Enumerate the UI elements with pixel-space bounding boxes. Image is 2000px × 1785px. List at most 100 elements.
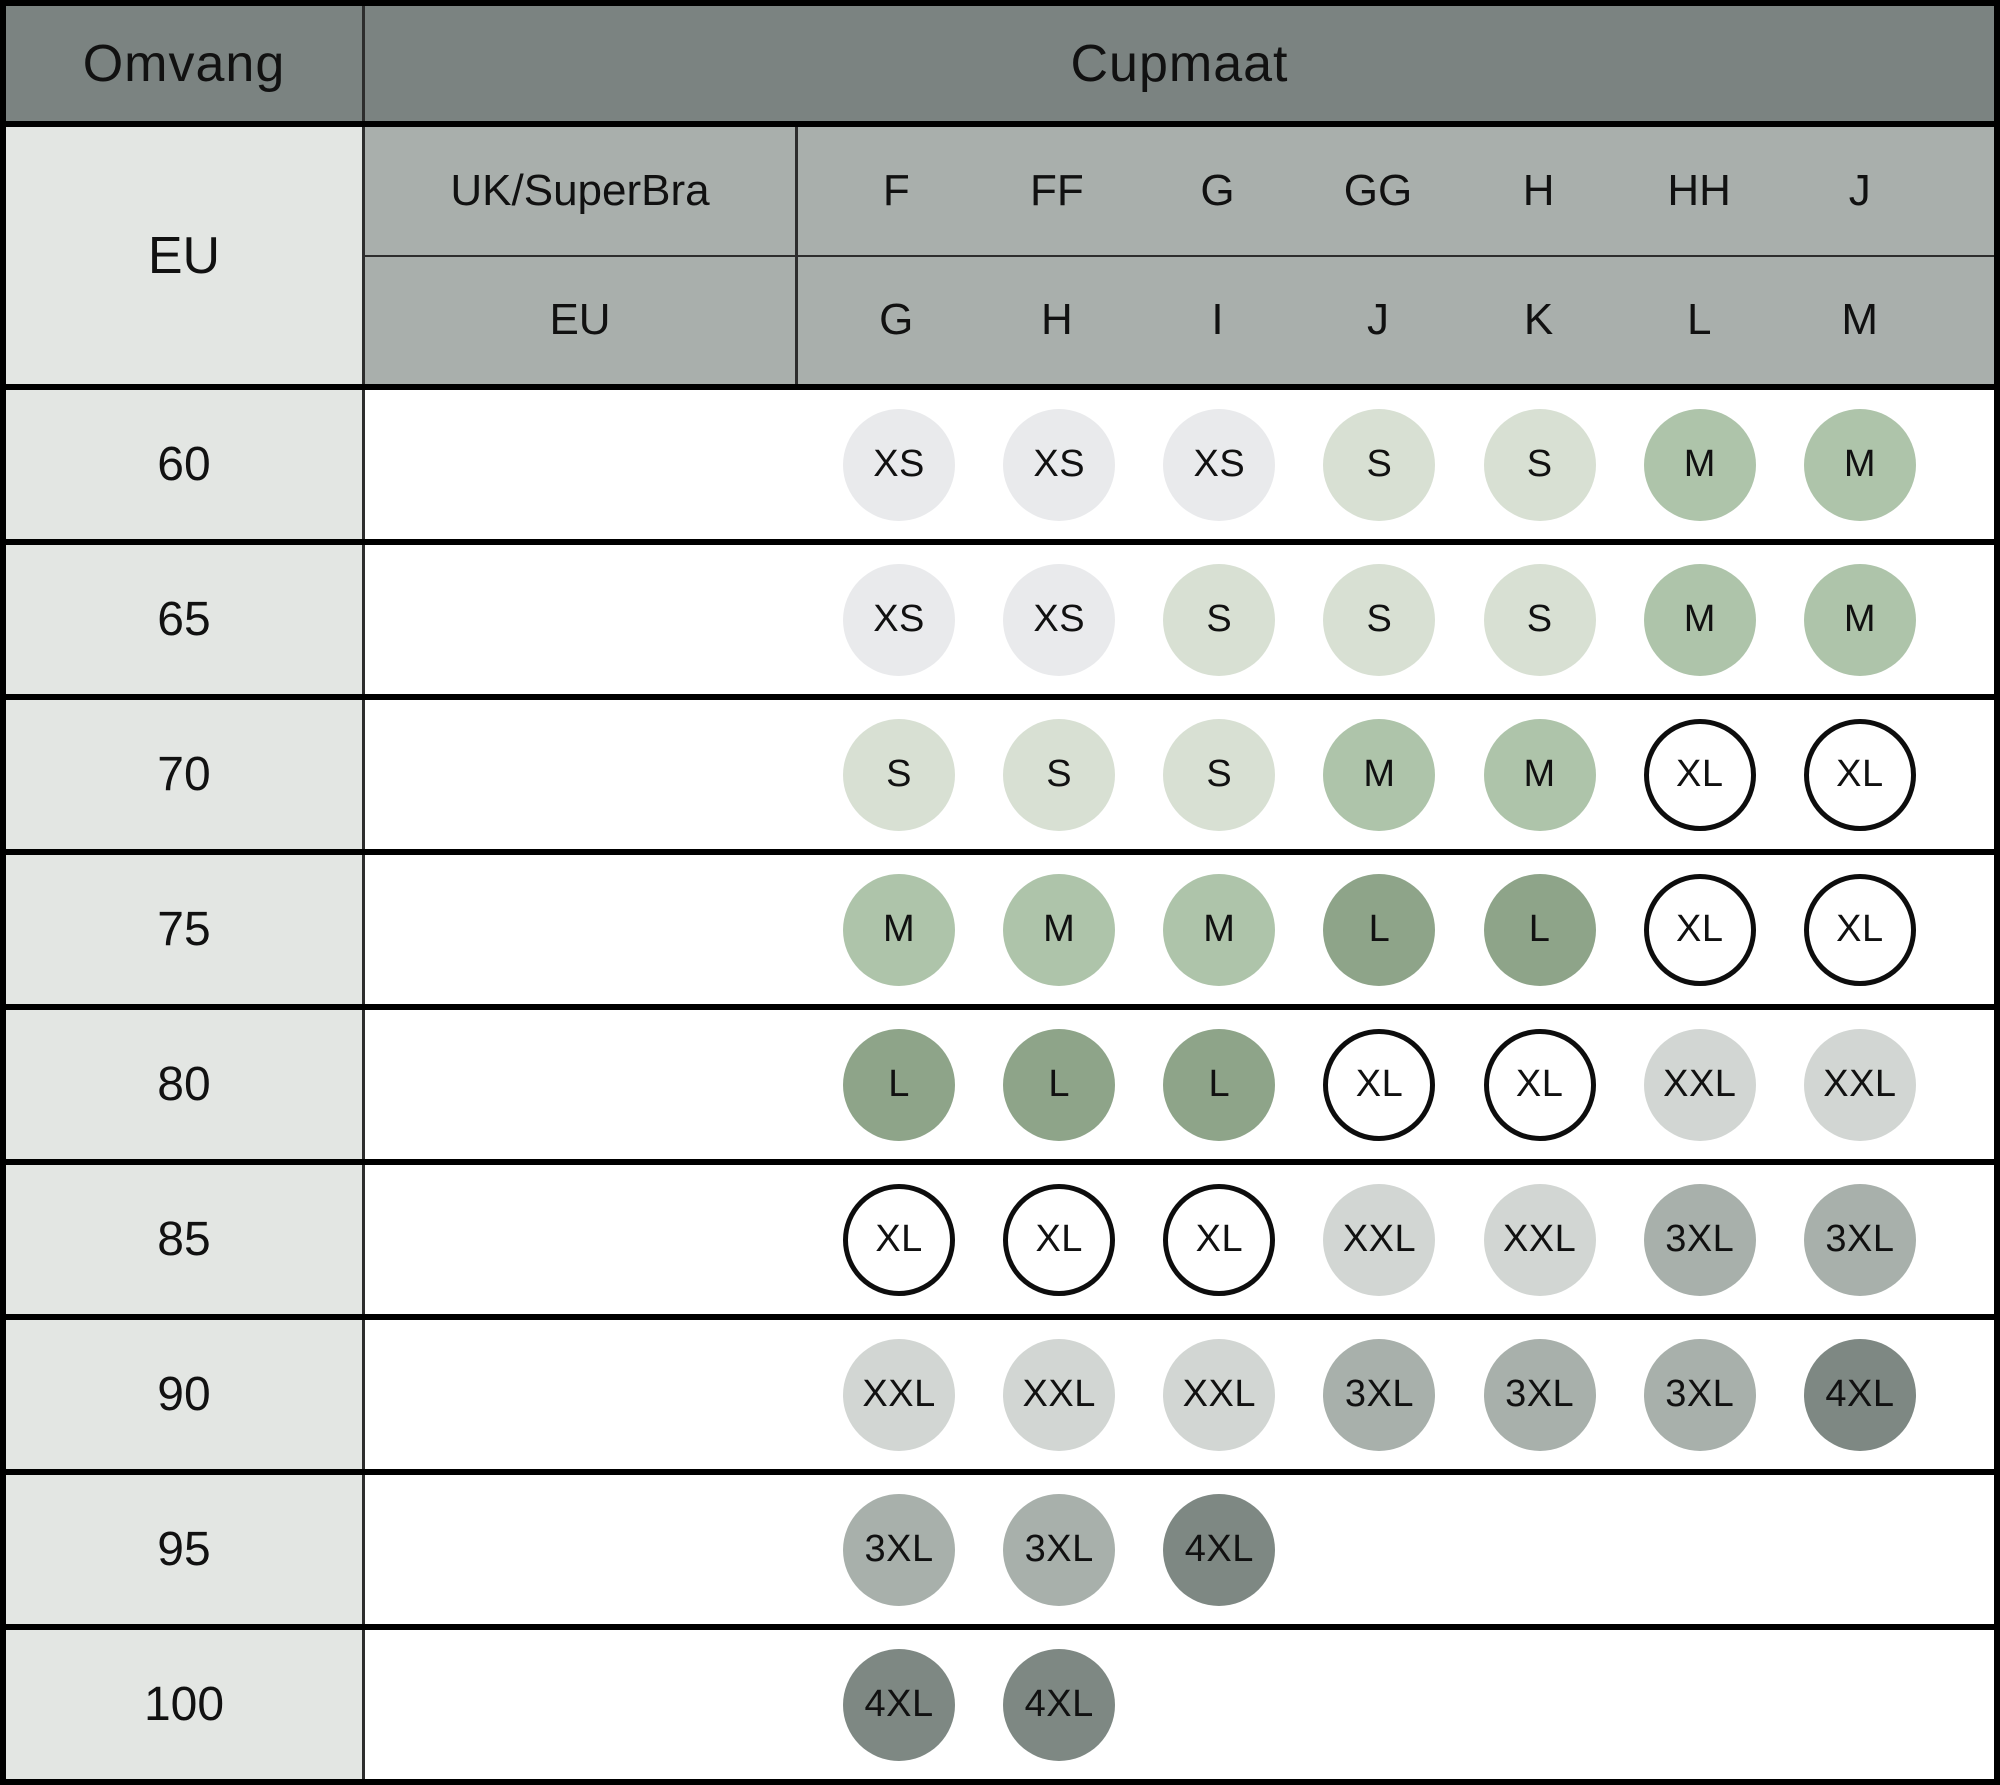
- size-circle: XS: [843, 408, 956, 521]
- size-cell: XXL: [1460, 1165, 1620, 1314]
- size-circle: M: [843, 873, 956, 986]
- size-cell: 4XL: [1780, 1320, 1940, 1469]
- size-cells: 4XL 4XL: [365, 1630, 1994, 1779]
- size-cell: L: [979, 1010, 1139, 1159]
- table-row: 85 XL XL XL XXL XXL 3XL 3XL: [6, 1165, 1994, 1320]
- size-circle: S: [1163, 563, 1276, 676]
- table-row: 75 M M M L L XL XL: [6, 855, 1994, 1010]
- size-cell: 4XL: [979, 1630, 1139, 1779]
- size-cell: S: [979, 700, 1139, 849]
- size-circle: M: [1323, 718, 1436, 831]
- size-circle: XXL: [843, 1338, 956, 1451]
- size-matrix: 60 XS XS XS S S M M 65 XS XS S S S M M: [6, 390, 1994, 1779]
- eu-cup-label: L: [1686, 295, 1712, 345]
- size-cell: XS: [1139, 390, 1299, 539]
- size-cell: S: [819, 700, 979, 849]
- size-cell: XL: [1780, 855, 1940, 1004]
- size-circle: L: [843, 1028, 956, 1141]
- band-label: 90: [6, 1320, 365, 1469]
- size-cell: [1139, 1630, 1299, 1779]
- band-label: 95: [6, 1475, 365, 1624]
- size-cell: 3XL: [1299, 1320, 1459, 1469]
- size-cell: XXL: [1620, 1010, 1780, 1159]
- uk-superbra-row-label: UK/SuperBra: [365, 127, 798, 255]
- table-row: 70 S S S M M XL XL: [6, 700, 1994, 855]
- uk-cup-label: J: [1848, 165, 1871, 215]
- size-cells: 3XL 3XL 4XL: [365, 1475, 1994, 1624]
- size-cell: [1780, 1475, 1940, 1624]
- size-circle: 3XL: [1003, 1493, 1116, 1606]
- size-cell: L: [819, 1010, 979, 1159]
- size-circle: 3XL: [1803, 1183, 1916, 1296]
- size-cell: XL: [1460, 1010, 1620, 1159]
- uk-cup-letters: F FF G GG H HH J: [798, 127, 1994, 255]
- size-circle: 4XL: [1803, 1338, 1916, 1451]
- size-cell: XS: [819, 545, 979, 694]
- size-cell: 3XL: [979, 1475, 1139, 1624]
- size-cell: XL: [1620, 700, 1780, 849]
- band-label: 70: [6, 700, 365, 849]
- size-circle: M: [1163, 873, 1276, 986]
- size-circle: XXL: [1483, 1183, 1596, 1296]
- size-cell: S: [1299, 390, 1459, 539]
- size-circle: M: [1803, 408, 1916, 521]
- size-cell: XS: [979, 545, 1139, 694]
- size-cell: [1460, 1475, 1620, 1624]
- size-cell: M: [819, 855, 979, 1004]
- size-circle: 3XL: [843, 1493, 956, 1606]
- eu-cup-label: K: [1523, 295, 1554, 345]
- size-cell: M: [1780, 390, 1940, 539]
- size-circle: XXL: [1643, 1028, 1756, 1141]
- size-cells: L L L XL XL XXL XXL: [365, 1010, 1994, 1159]
- size-cell: M: [1620, 390, 1780, 539]
- size-cell: L: [1299, 855, 1459, 1004]
- size-cell: [1299, 1475, 1459, 1624]
- size-circle: XL: [843, 1183, 956, 1296]
- size-cell: 3XL: [1620, 1320, 1780, 1469]
- size-cell: 3XL: [819, 1475, 979, 1624]
- band-label: 85: [6, 1165, 365, 1314]
- size-circle: L: [1163, 1028, 1276, 1141]
- size-cell: [1620, 1475, 1780, 1624]
- size-circle: 3XL: [1643, 1338, 1756, 1451]
- size-cell: S: [1299, 545, 1459, 694]
- size-cell: 3XL: [1620, 1165, 1780, 1314]
- size-circle: M: [1803, 563, 1916, 676]
- size-circle: M: [1643, 563, 1756, 676]
- size-circle: 4XL: [1163, 1493, 1276, 1606]
- size-circle: XS: [1163, 408, 1276, 521]
- size-circle: 4XL: [1003, 1648, 1116, 1761]
- eu-cup-label: G: [879, 295, 914, 345]
- cup-size-header-rows: EU UK/SuperBra F FF G GG H HH J EU G H: [6, 127, 1994, 390]
- size-cell: XL: [1780, 700, 1940, 849]
- size-cell: XL: [1139, 1165, 1299, 1314]
- size-cell: M: [1620, 545, 1780, 694]
- size-circle: XL: [1003, 1183, 1116, 1296]
- size-cell: [1299, 1630, 1459, 1779]
- table-row: 90 XXL XXL XXL 3XL 3XL 3XL 4XL: [6, 1320, 1994, 1475]
- size-cells: XS XS XS S S M M: [365, 390, 1994, 539]
- uk-cup-label: H: [1522, 165, 1555, 215]
- size-cell: M: [1780, 545, 1940, 694]
- eu-cup-letters: G H I J K L M: [798, 257, 1994, 385]
- size-cell: [1780, 1630, 1940, 1779]
- size-cell: XL: [819, 1165, 979, 1314]
- size-circle: 3XL: [1483, 1338, 1596, 1451]
- size-cell: XXL: [979, 1320, 1139, 1469]
- eu-cup-label: H: [1040, 295, 1073, 345]
- eu-band-system-cell: EU: [6, 127, 365, 384]
- uk-superbra-row: UK/SuperBra F FF G GG H HH J: [365, 127, 1994, 257]
- size-cell: S: [1460, 545, 1620, 694]
- size-circle: L: [1323, 873, 1436, 986]
- uk-cup-label: G: [1200, 165, 1235, 215]
- size-cell: XXL: [1299, 1165, 1459, 1314]
- size-cells: S S S M M XL XL: [365, 700, 1994, 849]
- size-circle: XXL: [1163, 1338, 1276, 1451]
- size-circle: S: [1483, 408, 1596, 521]
- table-row: 65 XS XS S S S M M: [6, 545, 1994, 700]
- size-circle: L: [1003, 1028, 1116, 1141]
- table-row: 80 L L L XL XL XXL XXL: [6, 1010, 1994, 1165]
- size-cells: XL XL XL XXL XXL 3XL 3XL: [365, 1165, 1994, 1314]
- cupmaat-header-cell: Cupmaat: [365, 6, 1994, 121]
- band-label: 80: [6, 1010, 365, 1159]
